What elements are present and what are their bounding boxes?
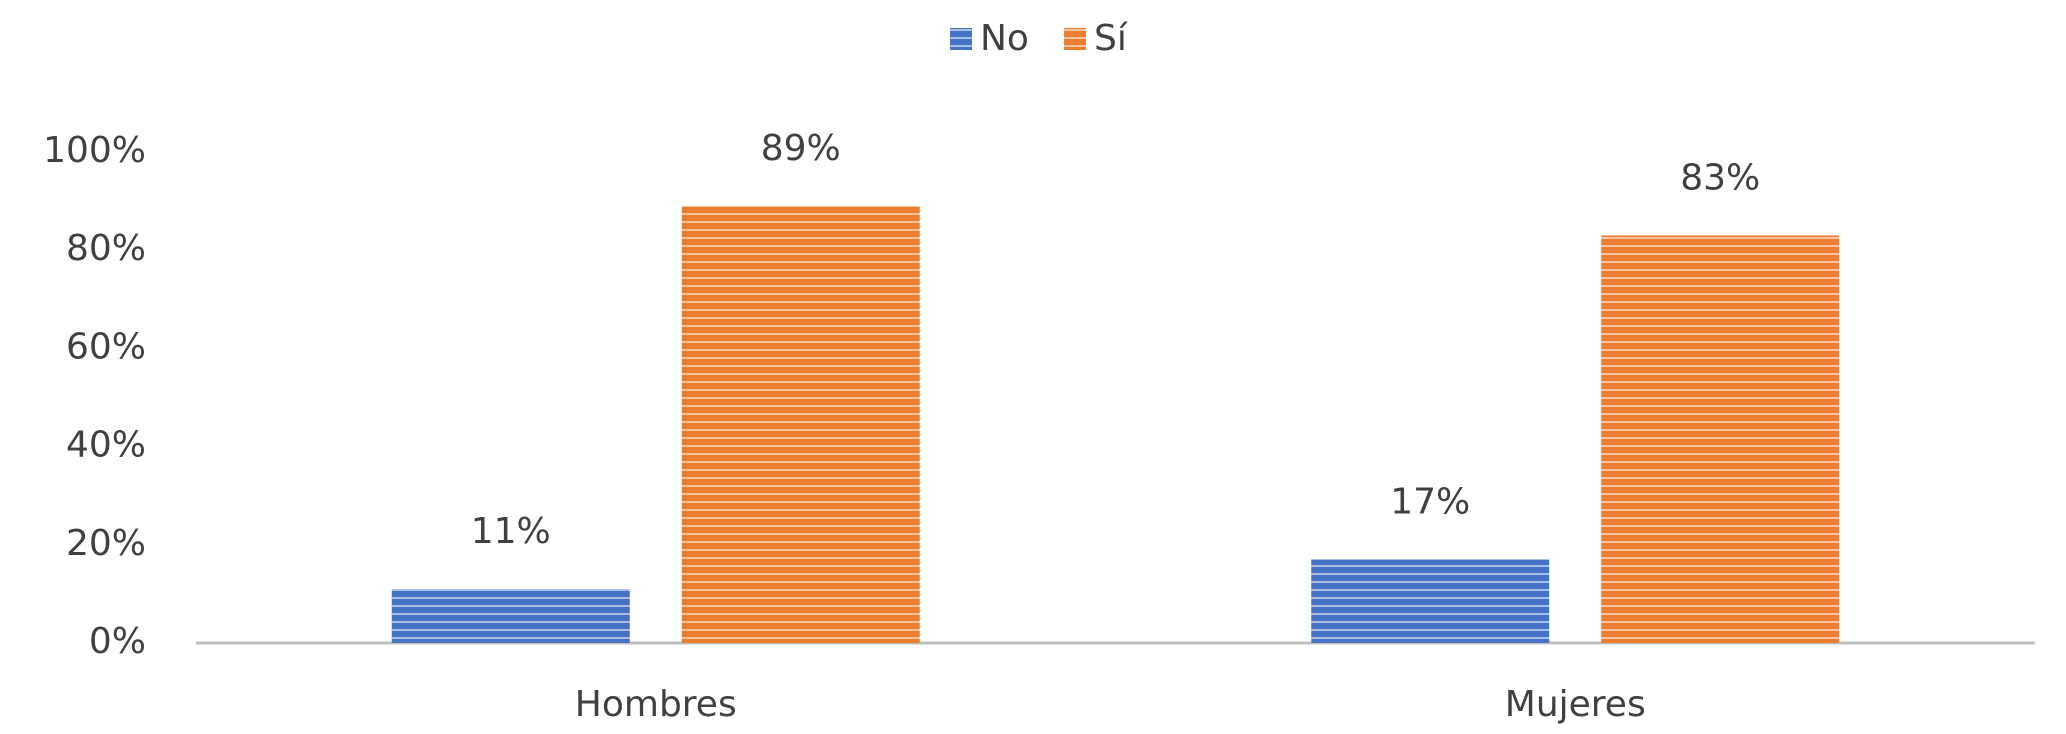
y-tick-label: 0% — [89, 621, 146, 662]
y-tick-label: 40% — [66, 425, 146, 466]
value-label: 17% — [1390, 482, 1470, 523]
value-label: 11% — [471, 511, 551, 552]
bar — [1311, 559, 1550, 643]
legend-swatch — [1063, 28, 1086, 50]
y-tick-label: 100% — [43, 130, 146, 171]
value-label: 89% — [761, 128, 841, 169]
bar — [1601, 235, 1840, 643]
y-tick-label: 20% — [66, 523, 146, 564]
bar — [681, 206, 920, 643]
x-tick-label: Hombres — [575, 684, 737, 725]
legend-label: No — [980, 18, 1029, 59]
y-tick-label: 80% — [66, 228, 146, 269]
legend-swatch — [950, 28, 972, 50]
bar — [391, 588, 630, 643]
x-tick-label: Mujeres — [1505, 684, 1646, 725]
y-tick-label: 60% — [66, 326, 146, 367]
value-label: 83% — [1680, 157, 1760, 198]
legend-label: Sí — [1094, 18, 1128, 59]
